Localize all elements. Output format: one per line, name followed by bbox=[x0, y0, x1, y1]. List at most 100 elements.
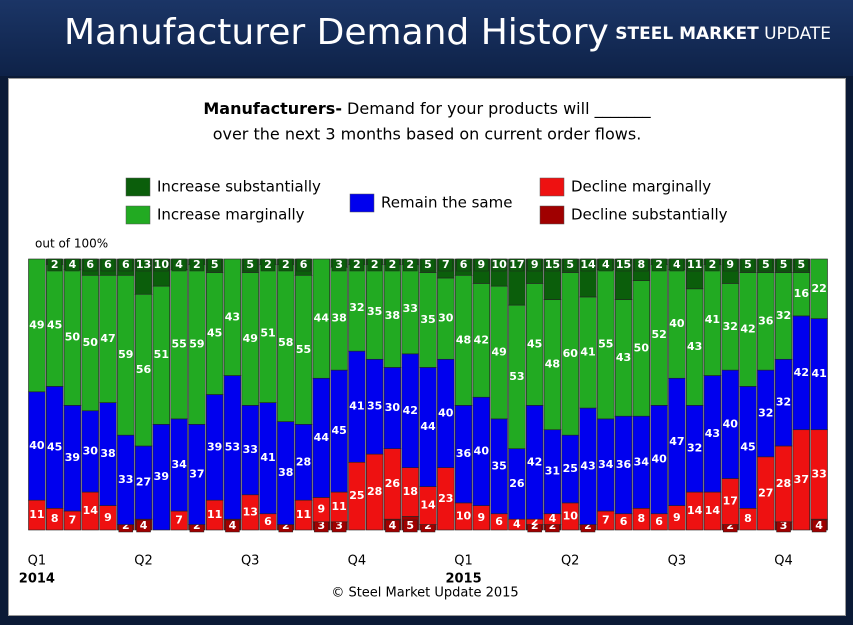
data-label: 50 bbox=[634, 341, 650, 354]
data-label-box bbox=[545, 258, 560, 272]
logo-bold: STEEL MARKET bbox=[615, 24, 759, 44]
data-label: 6 bbox=[300, 258, 308, 271]
x-tick-label: Q4 bbox=[774, 554, 793, 569]
data-label: 11 bbox=[687, 258, 702, 271]
data-label: 53 bbox=[225, 440, 240, 453]
data-label: 6 bbox=[104, 258, 112, 271]
data-label: 42 bbox=[740, 322, 755, 335]
data-label: 59 bbox=[189, 337, 204, 350]
data-label: 45 bbox=[207, 327, 222, 340]
data-label-box bbox=[705, 258, 720, 272]
data-label: 35 bbox=[420, 313, 435, 326]
data-label: 45 bbox=[740, 440, 755, 453]
data-label: 55 bbox=[296, 343, 311, 356]
data-label: 33 bbox=[118, 473, 133, 486]
data-label: 33 bbox=[403, 302, 418, 315]
data-label: 30 bbox=[83, 444, 99, 457]
data-label: 4 bbox=[673, 258, 681, 271]
data-label: 42 bbox=[403, 404, 418, 417]
data-label: 39 bbox=[207, 440, 222, 453]
data-label: 2 bbox=[406, 258, 414, 271]
data-label-box bbox=[367, 258, 382, 272]
data-label-box bbox=[651, 258, 667, 272]
data-label: 5 bbox=[566, 258, 574, 271]
data-label: 13 bbox=[243, 505, 258, 518]
x-year-label: 2015 bbox=[445, 572, 481, 587]
data-label: 41 bbox=[705, 313, 720, 326]
legend-swatch bbox=[539, 177, 565, 197]
data-label: 15 bbox=[616, 258, 631, 271]
data-label: 30 bbox=[438, 312, 454, 325]
data-label: 49 bbox=[29, 318, 44, 331]
legend-swatch bbox=[125, 177, 151, 197]
data-label: 32 bbox=[776, 396, 791, 409]
data-label-box bbox=[385, 258, 400, 272]
subtitle-text: Demand for your products will _______ bbox=[347, 99, 652, 119]
data-label: 6 bbox=[122, 258, 130, 271]
data-label: 44 bbox=[314, 312, 330, 325]
data-label: 9 bbox=[726, 258, 734, 271]
data-label: 2 bbox=[353, 258, 361, 271]
data-label-box bbox=[758, 258, 774, 272]
data-label: 48 bbox=[456, 333, 471, 346]
data-label: 5 bbox=[424, 258, 432, 271]
data-label: 17 bbox=[723, 495, 738, 508]
subtitle-line: over the next 3 months based on current … bbox=[213, 125, 642, 144]
data-label: 35 bbox=[367, 400, 382, 413]
data-label: 25 bbox=[349, 489, 364, 502]
data-label: 11 bbox=[296, 508, 311, 521]
data-label: 9 bbox=[318, 503, 326, 516]
data-label-box bbox=[349, 258, 365, 272]
data-label: 42 bbox=[474, 333, 489, 346]
data-label: 6 bbox=[86, 258, 94, 271]
data-label: 49 bbox=[243, 332, 258, 345]
data-label-box bbox=[402, 519, 418, 533]
data-label: 53 bbox=[509, 370, 524, 383]
subtitle-bold: Manufacturers- bbox=[203, 99, 342, 118]
data-label: 37 bbox=[794, 473, 809, 486]
data-label: 44 bbox=[420, 420, 436, 433]
data-label: 8 bbox=[638, 512, 646, 525]
subtitle: Manufacturers- Demand for your products … bbox=[203, 99, 651, 119]
data-label-box bbox=[420, 258, 436, 272]
data-label: 26 bbox=[385, 477, 401, 490]
data-label: 2 bbox=[709, 258, 717, 271]
data-label: 30 bbox=[385, 401, 401, 414]
data-label-box bbox=[402, 258, 418, 272]
data-label-box bbox=[65, 258, 80, 272]
legend-label: Decline marginally bbox=[571, 178, 711, 196]
data-label: 47 bbox=[100, 332, 115, 345]
x-tick-label: Q3 bbox=[668, 554, 687, 569]
legend-label: Decline substantially bbox=[571, 206, 728, 224]
data-label: 28 bbox=[776, 477, 791, 490]
data-label: 18 bbox=[403, 485, 418, 498]
data-label: 38 bbox=[385, 309, 400, 322]
x-tick-label: Q3 bbox=[241, 554, 260, 569]
data-label: 28 bbox=[296, 455, 311, 468]
data-label: 34 bbox=[634, 455, 650, 468]
data-label: 4 bbox=[549, 512, 557, 525]
data-label: 10 bbox=[154, 258, 170, 271]
data-label: 2 bbox=[531, 519, 539, 532]
data-label: 28 bbox=[367, 485, 382, 498]
data-label: 2 bbox=[282, 258, 290, 271]
data-label: 35 bbox=[491, 459, 506, 472]
data-label: 40 bbox=[29, 439, 45, 452]
data-label: 11 bbox=[29, 508, 44, 521]
data-label: 43 bbox=[705, 427, 720, 440]
data-label-box bbox=[456, 258, 471, 272]
data-label: 9 bbox=[673, 511, 681, 524]
footer: © Steel Market Update 2015 bbox=[331, 586, 518, 601]
data-label: 37 bbox=[189, 467, 204, 480]
data-label: 45 bbox=[47, 440, 62, 453]
data-label: 6 bbox=[495, 515, 503, 528]
data-label-box bbox=[598, 258, 614, 272]
data-label-box bbox=[331, 258, 347, 272]
data-label: 2 bbox=[531, 515, 539, 528]
legend-swatch bbox=[539, 205, 565, 225]
data-label: 17 bbox=[509, 258, 524, 271]
data-label: 7 bbox=[69, 514, 77, 527]
data-label: 14 bbox=[687, 504, 703, 517]
data-label: 43 bbox=[687, 340, 702, 353]
data-label: 45 bbox=[331, 424, 346, 437]
